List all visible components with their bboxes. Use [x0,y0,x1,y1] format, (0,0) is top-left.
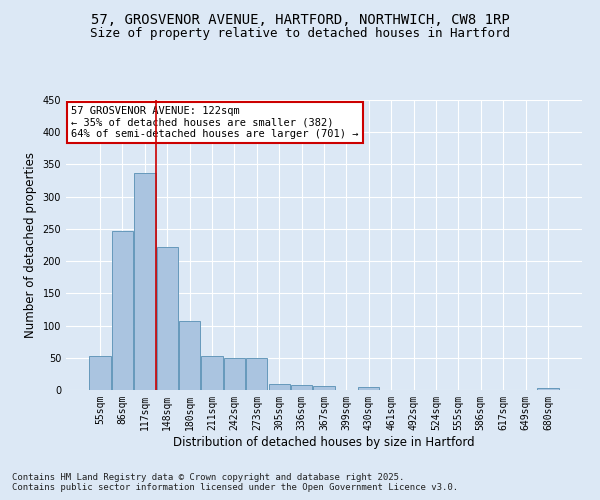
Bar [157,247,178,390]
Y-axis label: Number of detached properties: Number of detached properties [24,152,37,338]
Bar [134,173,155,390]
Bar [179,321,200,390]
Bar [202,356,223,390]
Bar [269,384,290,390]
Bar [313,386,335,390]
Bar [537,388,559,390]
Text: 57 GROSVENOR AVENUE: 122sqm
← 35% of detached houses are smaller (382)
64% of se: 57 GROSVENOR AVENUE: 122sqm ← 35% of det… [71,106,359,139]
Bar [112,231,133,390]
Text: 57, GROSVENOR AVENUE, HARTFORD, NORTHWICH, CW8 1RP: 57, GROSVENOR AVENUE, HARTFORD, NORTHWIC… [91,12,509,26]
Bar [246,358,268,390]
Text: Size of property relative to detached houses in Hartford: Size of property relative to detached ho… [90,28,510,40]
Bar [291,385,312,390]
X-axis label: Distribution of detached houses by size in Hartford: Distribution of detached houses by size … [173,436,475,448]
Bar [89,356,111,390]
Text: Contains HM Land Registry data © Crown copyright and database right 2025.
Contai: Contains HM Land Registry data © Crown c… [12,473,458,492]
Bar [224,358,245,390]
Bar [358,388,379,390]
